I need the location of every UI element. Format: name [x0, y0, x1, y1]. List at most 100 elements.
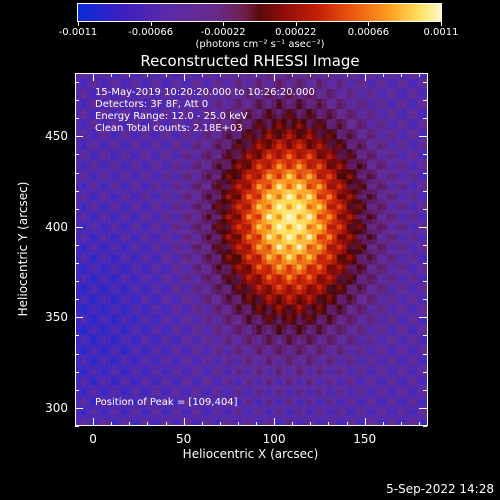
- heatmap-cell: [316, 279, 322, 285]
- heatmap-cell: [286, 264, 292, 270]
- heatmap-cell: [131, 159, 137, 165]
- heatmap-cell: [396, 399, 403, 406]
- heatmap-cell: [101, 399, 107, 406]
- heatmap-cell: [401, 309, 408, 315]
- heatmap-cell: [296, 189, 302, 195]
- heatmap-cell: [246, 344, 252, 351]
- heatmap-cell: [96, 234, 102, 240]
- heatmap-cell: [76, 164, 82, 170]
- heatmap-cell: [131, 124, 137, 130]
- heatmap-cell: [266, 99, 272, 105]
- heatmap-cell: [151, 294, 157, 300]
- heatmap-cell: [171, 409, 177, 416]
- heatmap-cell: [241, 184, 247, 190]
- heatmap-cell: [266, 394, 272, 401]
- heatmap-cell: [201, 79, 207, 85]
- heatmap-cell: [81, 359, 87, 366]
- heatmap-cell: [286, 89, 292, 95]
- heatmap-cell: [216, 219, 222, 225]
- heatmap-cell: [76, 364, 82, 371]
- heatmap-cell: [286, 369, 292, 376]
- heatmap-cell: [146, 309, 152, 315]
- heatmap-cell: [96, 354, 102, 361]
- heatmap-cell: [186, 394, 192, 401]
- heatmap-cell: [186, 349, 192, 356]
- heatmap-cell: [341, 259, 348, 265]
- heatmap-cell: [146, 389, 152, 396]
- heatmap-cell: [396, 209, 403, 215]
- heatmap-cell: [386, 174, 393, 180]
- heatmap-cell: [151, 219, 157, 225]
- heatmap-cell: [201, 74, 207, 80]
- heatmap-cell: [421, 189, 427, 195]
- heatmap-cell: [156, 274, 162, 280]
- heatmap-cell: [171, 109, 177, 115]
- heatmap-cell: [416, 334, 423, 341]
- heatmap-cell: [326, 114, 333, 120]
- heatmap-cell: [296, 349, 302, 356]
- heatmap-cell: [181, 84, 187, 90]
- heatmap-cell: [416, 229, 423, 235]
- heatmap-cell: [161, 214, 167, 220]
- heatmap-cell: [151, 384, 157, 391]
- heatmap-cell: [421, 214, 427, 220]
- x-tick-label: 150: [353, 432, 377, 446]
- heatmap-cell: [256, 414, 262, 421]
- heatmap-cell: [81, 299, 87, 305]
- heatmap-cell: [281, 74, 287, 80]
- x-minor-tick-top: [418, 73, 420, 77]
- heatmap-cell: [241, 124, 247, 130]
- heatmap-cell: [141, 299, 147, 305]
- heatmap-cell: [156, 119, 162, 125]
- heatmap-cell: [106, 119, 112, 125]
- heatmap-cell: [136, 309, 142, 315]
- heatmap-cell: [171, 404, 177, 411]
- heatmap-cell: [366, 364, 373, 371]
- heatmap-cell: [391, 134, 398, 140]
- heatmap-cell: [96, 189, 102, 195]
- heatmap-cell: [186, 239, 192, 245]
- heatmap-cell: [91, 249, 97, 255]
- heatmap-cell: [316, 294, 322, 300]
- heatmap-cell: [91, 234, 97, 240]
- heatmap-cell: [336, 294, 343, 300]
- heatmap-cell: [281, 384, 287, 391]
- heatmap-cell: [201, 359, 207, 366]
- heatmap-cell: [401, 99, 408, 105]
- heatmap-cell: [196, 419, 202, 425]
- heatmap-cell: [286, 324, 292, 331]
- heatmap-cell: [361, 204, 368, 210]
- heatmap-cell: [151, 374, 157, 381]
- heatmap-cell: [361, 344, 368, 351]
- heatmap-cell: [101, 349, 107, 356]
- heatmap-cell: [196, 204, 202, 210]
- heatmap-cell: [291, 329, 297, 336]
- heatmap-cell: [301, 99, 307, 105]
- heatmap-cell: [351, 399, 358, 406]
- heatmap-cell: [226, 104, 232, 110]
- heatmap-cell: [136, 389, 142, 396]
- heatmap-cell: [156, 394, 162, 401]
- heatmap-cell: [256, 334, 262, 341]
- heatmap-cell: [401, 284, 408, 290]
- heatmap-cell: [156, 94, 162, 100]
- heatmap-cell: [136, 114, 142, 120]
- heatmap-cell: [186, 299, 192, 305]
- heatmap-cell: [181, 394, 187, 401]
- heatmap-cell: [411, 274, 418, 280]
- heatmap-cell: [286, 379, 292, 386]
- heatmap-cell: [166, 274, 172, 280]
- heatmap-cell: [236, 259, 242, 265]
- heatmap-cell: [401, 254, 408, 260]
- heatmap-cell: [401, 404, 408, 411]
- heatmap-cell: [346, 249, 353, 255]
- heatmap-cell: [111, 89, 117, 95]
- heatmap-cell: [126, 229, 132, 235]
- heatmap-cell: [356, 414, 363, 421]
- heatmap-cell: [386, 289, 393, 295]
- heatmap-cell: [111, 274, 117, 280]
- heatmap-cell: [381, 209, 388, 215]
- heatmap-cell: [266, 259, 272, 265]
- heatmap-cell: [241, 284, 247, 290]
- heatmap-cell: [291, 114, 297, 120]
